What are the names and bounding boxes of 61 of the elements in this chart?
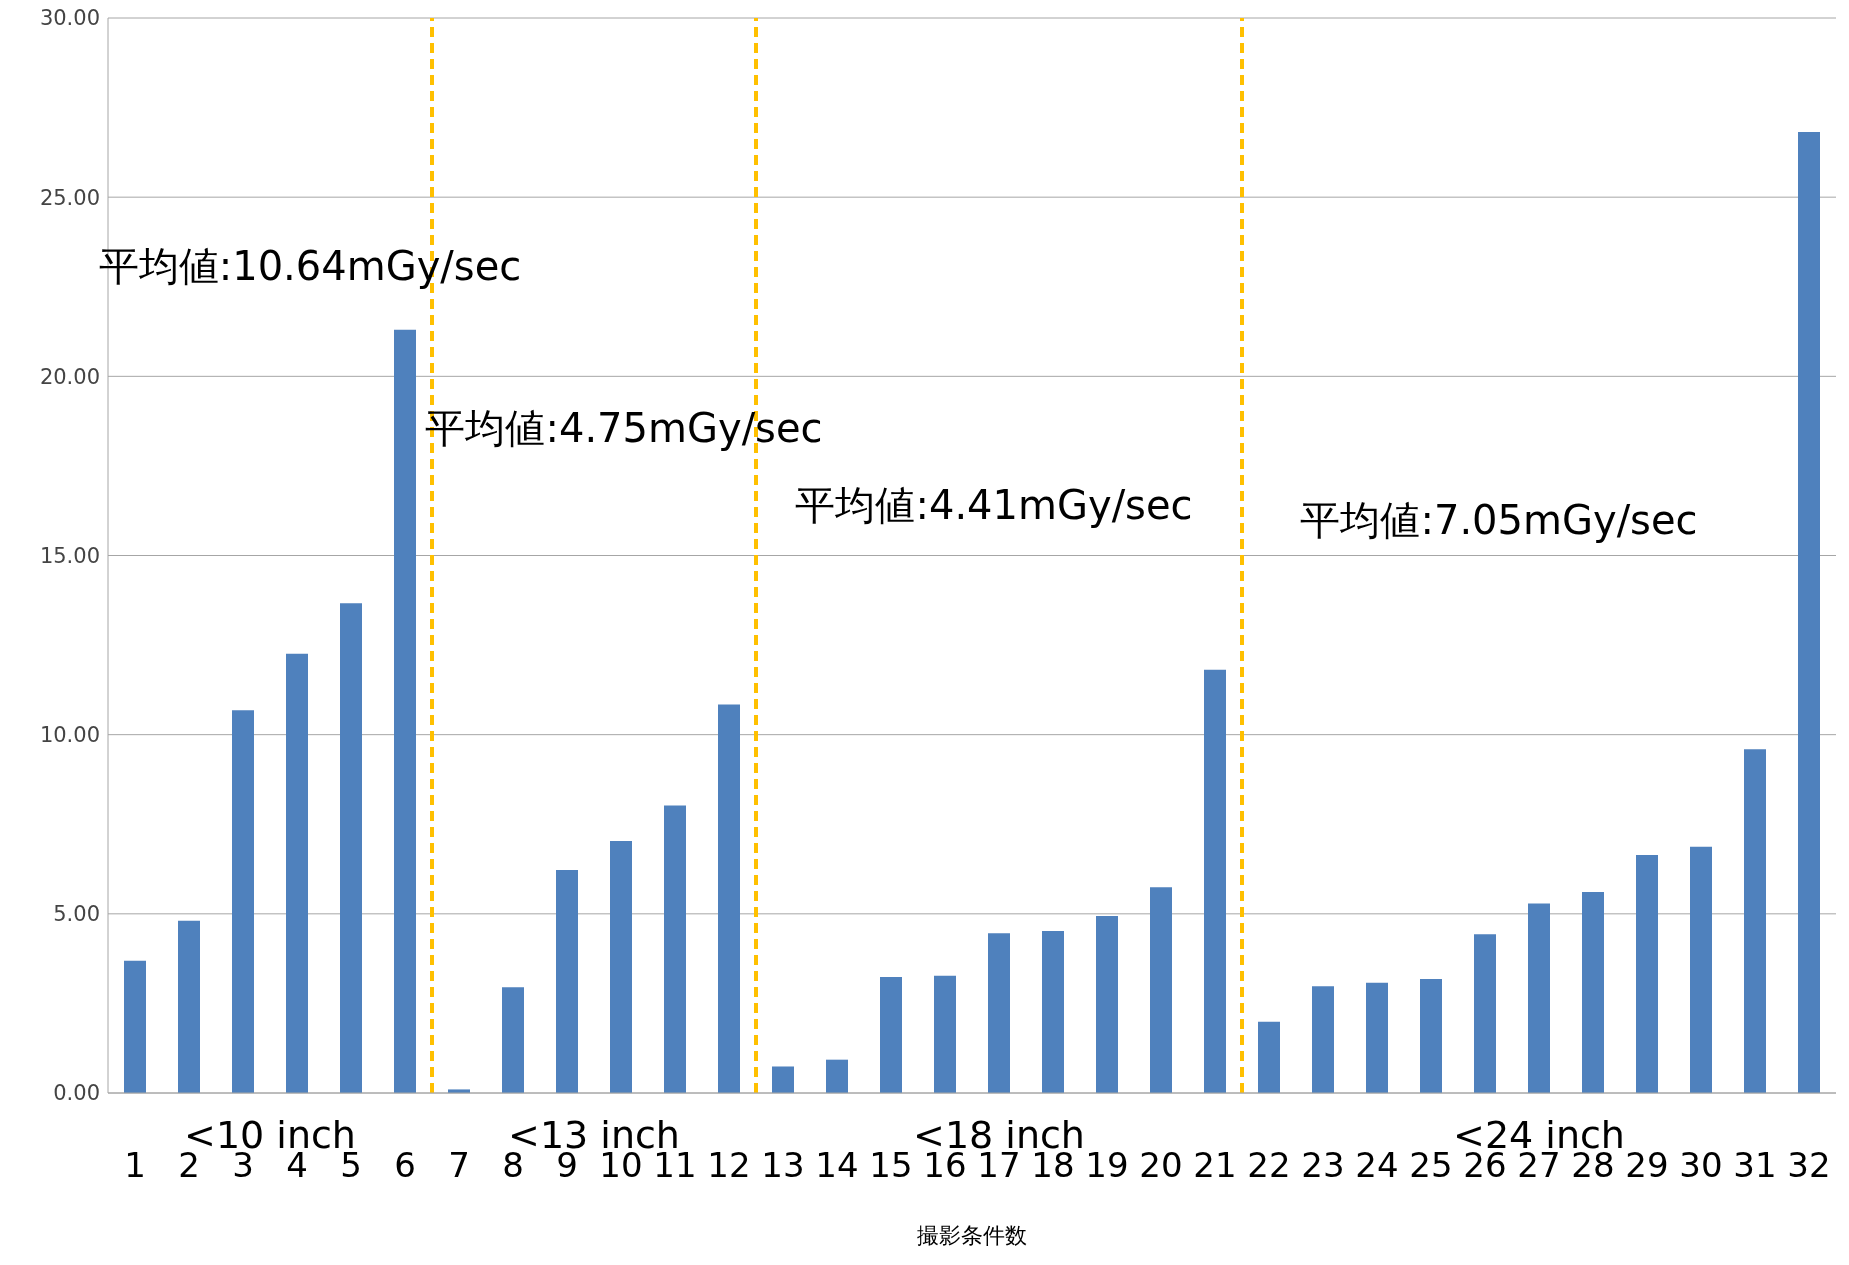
bar [1042,931,1064,1093]
x-tick-label: 13 [761,1145,805,1186]
x-tick-label: 6 [394,1145,416,1186]
bar [394,329,416,1093]
x-tick-label: 32 [1787,1145,1831,1186]
bar [934,975,956,1093]
bar [232,710,254,1093]
bar [988,933,1010,1093]
bar [1096,915,1118,1093]
bar [286,653,308,1093]
annotation: 平均値:4.41mGy/sec [795,482,1193,528]
x-tick-label: 21 [1193,1145,1237,1186]
bar [772,1066,794,1093]
x-tick-label: 14 [815,1145,859,1186]
bar [1528,903,1550,1093]
y-tick-label: 15.00 [39,543,100,568]
y-tick-label: 30.00 [39,6,100,31]
bar [556,870,578,1093]
bar [664,805,686,1093]
annotation: 平均値:4.75mGy/sec [425,405,823,451]
x-tick-label: 15 [869,1145,913,1186]
bar [1474,934,1496,1093]
bar [1420,979,1442,1093]
annotation: 平均値:10.64mGy/sec [98,243,522,289]
x-tick-label: 31 [1733,1145,1777,1186]
x-tick-label: 23 [1301,1145,1345,1186]
bar [502,987,524,1093]
y-tick-label: 20.00 [39,364,100,389]
bar [1258,1021,1280,1093]
y-tick-label: 5.00 [53,902,100,927]
bar [1636,855,1658,1093]
bar [1690,846,1712,1093]
x-tick-label: 12 [707,1145,751,1186]
bar [1744,749,1766,1093]
bar [718,704,740,1093]
y-tick-label: 0.00 [53,1081,100,1106]
annotation: 平均値:7.05mGy/sec [1300,497,1698,543]
bar [1366,982,1388,1093]
y-tick-label: 10.00 [39,723,100,748]
bar [178,920,200,1093]
x-tick-label: 24 [1355,1145,1399,1186]
bar [1582,891,1604,1093]
x-tick-label: 25 [1409,1145,1453,1186]
bar [1204,669,1226,1093]
bar [1312,986,1334,1093]
bar [124,960,146,1093]
x-tick-label: 20 [1139,1145,1183,1186]
x-tick-label: 22 [1247,1145,1291,1186]
bar [340,603,362,1093]
bar [880,976,902,1093]
y-tick-label: 25.00 [39,185,100,210]
bar [826,1059,848,1093]
x-tick-label: 1 [124,1145,146,1186]
bar [1798,131,1820,1093]
bar [1150,887,1172,1093]
x-tick-label: 29 [1625,1145,1669,1186]
x-tick-label: 30 [1679,1145,1723,1186]
bar [610,841,632,1093]
x-tick-label: 19 [1085,1145,1129,1186]
x-tick-label: 7 [448,1145,470,1186]
x-axis-title: 撮影条件数 [917,1223,1027,1248]
